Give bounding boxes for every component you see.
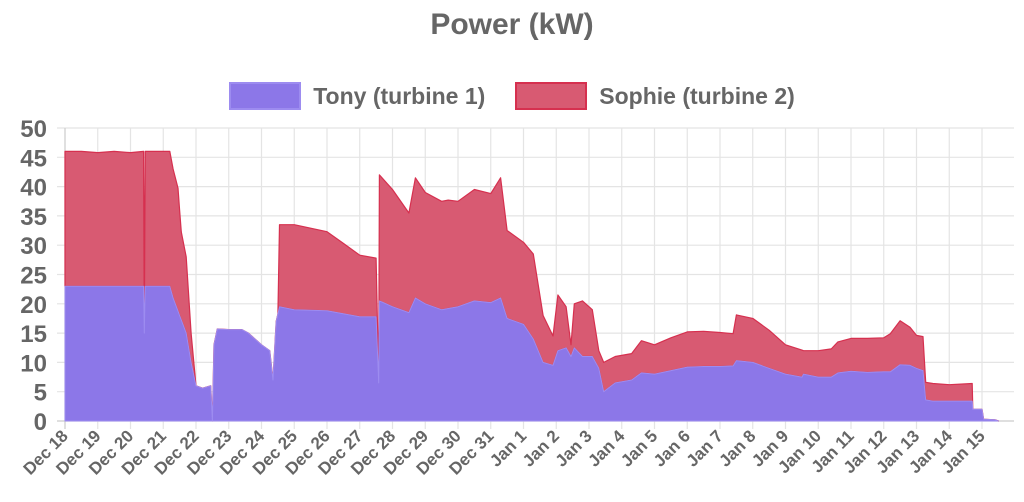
x-tick-label: Jan 4 [584, 426, 629, 471]
x-tick-label: Jan 2 [519, 426, 563, 470]
legend-swatch-sophie [515, 82, 588, 110]
x-tick-label: Jan 6 [650, 426, 694, 470]
y-tick-label: 5 [34, 380, 47, 407]
x-tick-label: Jan 5 [617, 426, 661, 470]
y-tick-label: 40 [20, 175, 47, 202]
x-tick-label: Jan 3 [552, 426, 596, 470]
legend-item-sophie[interactable]: Sophie (turbine 2) [515, 82, 795, 110]
y-tick-label: 35 [20, 204, 47, 231]
chart-legend: Tony (turbine 1) Sophie (turbine 2) [0, 82, 1024, 110]
legend-label-sophie: Sophie (turbine 2) [599, 82, 795, 109]
y-tick-label: 15 [20, 321, 47, 348]
y-tick-label: 30 [20, 233, 47, 260]
y-tick-label: 0 [34, 409, 47, 436]
x-tick-label: Jan 1 [486, 426, 530, 470]
chart-title: Power (kW) [430, 8, 594, 41]
legend-item-tony[interactable]: Tony (turbine 1) [229, 82, 485, 110]
y-tick-label: 50 [20, 116, 47, 143]
x-tick-label: Jan 8 [715, 426, 759, 470]
series-area-tony [64, 285, 999, 422]
y-tick-label: 10 [20, 350, 47, 377]
y-tick-label: 45 [20, 145, 47, 172]
legend-label-tony: Tony (turbine 1) [313, 82, 486, 109]
x-tick-label: Jan 7 [683, 426, 727, 470]
y-tick-label: 25 [20, 263, 47, 290]
legend-swatch-tony [229, 82, 302, 110]
y-tick-label: 20 [20, 292, 47, 319]
stacked-areas [64, 150, 999, 422]
